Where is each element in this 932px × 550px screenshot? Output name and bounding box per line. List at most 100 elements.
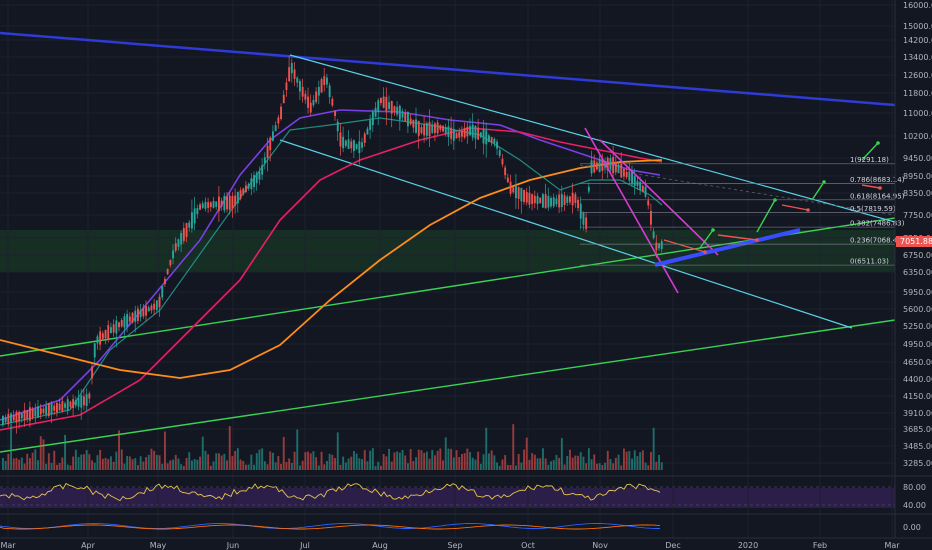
volume-bar xyxy=(452,457,455,470)
volume-bar xyxy=(587,448,590,470)
volume-bar xyxy=(515,465,517,470)
volume-bar xyxy=(569,449,571,470)
volume-bar xyxy=(29,458,31,470)
volume-bar xyxy=(409,449,412,470)
volume-bar xyxy=(590,459,593,470)
volume-bar xyxy=(563,464,566,470)
price-tick-label: 11000.00 xyxy=(903,109,932,118)
rsi-tick-label: 80.00 xyxy=(903,483,926,492)
volume-bar xyxy=(353,451,355,470)
candle-body xyxy=(539,197,542,204)
candle-body xyxy=(153,303,156,310)
volume-bar xyxy=(606,450,609,470)
volume-bar xyxy=(263,461,266,470)
price-tick-label: 3285.00 xyxy=(903,459,932,468)
candle-body xyxy=(272,131,274,141)
volume-bar xyxy=(490,450,493,470)
candle-body xyxy=(274,125,277,132)
candle-body xyxy=(655,242,658,251)
arrow-head xyxy=(806,208,810,212)
candle-body xyxy=(80,395,83,408)
time-tick-label: Sep xyxy=(447,541,462,550)
candle-body xyxy=(590,160,593,174)
volume-bar xyxy=(471,457,474,470)
volume-bar xyxy=(42,439,45,470)
fib-level-label: 1(9291.18) xyxy=(850,156,889,164)
fib-level-label: 0.5(7819.59) xyxy=(850,205,896,213)
volume-bar xyxy=(506,464,509,470)
volume-bar xyxy=(196,459,199,470)
candle-body xyxy=(525,192,528,203)
candle-body xyxy=(569,196,571,203)
candle-body xyxy=(571,192,574,206)
volume-bar xyxy=(34,449,37,470)
candle-body xyxy=(201,203,204,208)
candle-body xyxy=(512,187,515,193)
candle-body xyxy=(633,176,636,186)
fib-level-label: 0.382(7486.83) xyxy=(850,220,905,228)
price-tick-label: 11800.00 xyxy=(903,89,932,98)
volume-bar xyxy=(228,426,231,470)
volume-bar xyxy=(253,464,255,470)
candle-body xyxy=(18,411,21,422)
candle-body xyxy=(650,210,652,225)
candle-body xyxy=(520,187,523,202)
candle-body xyxy=(587,186,590,192)
time-tick-label: Feb xyxy=(813,541,827,550)
volume-bar xyxy=(485,427,488,470)
candle-body xyxy=(544,194,547,209)
volume-bar xyxy=(579,452,582,470)
candle-body xyxy=(93,343,96,358)
candle-body xyxy=(247,183,250,189)
volume-bar xyxy=(180,464,183,470)
candle-body xyxy=(458,131,461,138)
volume-bar xyxy=(614,457,617,470)
candle-body xyxy=(196,208,199,215)
candle-body xyxy=(42,408,45,413)
candle-body xyxy=(172,250,174,259)
candle-body xyxy=(501,158,504,165)
candle-body xyxy=(15,411,18,423)
volume-bar xyxy=(463,453,466,470)
candle-body xyxy=(31,409,34,418)
candle-body xyxy=(339,132,342,147)
candle-body xyxy=(150,305,153,311)
candle-body xyxy=(37,406,39,418)
volume-bar xyxy=(110,456,112,470)
time-axis[interactable]: Mar Apr May Jun Jul Aug Sep Oct Nov Dec 2020 Feb Mar xyxy=(0,541,900,550)
volume-bar xyxy=(401,449,404,470)
volume-bar xyxy=(523,449,525,470)
volume-bar xyxy=(142,461,145,470)
candle-body xyxy=(293,69,296,79)
volume-bar xyxy=(274,462,277,470)
volume-bar xyxy=(312,451,315,470)
candle-body xyxy=(261,165,264,175)
volume-bar xyxy=(242,461,245,470)
channel-bottom xyxy=(279,139,853,329)
candles xyxy=(2,55,663,434)
volume-bar xyxy=(425,451,428,470)
candle-body xyxy=(29,407,31,421)
candle-body xyxy=(110,327,112,334)
candle-body xyxy=(10,413,12,424)
candle-body xyxy=(115,320,118,334)
volume-bar xyxy=(85,450,88,470)
volume-bar xyxy=(166,463,169,470)
volume-bar xyxy=(366,461,369,470)
support-line-upper xyxy=(0,217,896,357)
candle-body xyxy=(617,164,620,174)
candle-body xyxy=(336,121,339,132)
candle-body xyxy=(34,409,37,417)
candle-body xyxy=(128,316,131,322)
candle-body xyxy=(452,128,455,141)
volume-bar xyxy=(236,448,239,470)
price-tick-label: 6350.00 xyxy=(903,268,932,277)
price-tick-label: 8350.00 xyxy=(903,189,932,198)
candle-body xyxy=(155,300,158,311)
volume-bar xyxy=(207,454,210,470)
ma-orange xyxy=(0,159,663,379)
volume-bar xyxy=(377,461,380,470)
volume-bar xyxy=(39,436,42,470)
volume-bar xyxy=(139,456,142,470)
